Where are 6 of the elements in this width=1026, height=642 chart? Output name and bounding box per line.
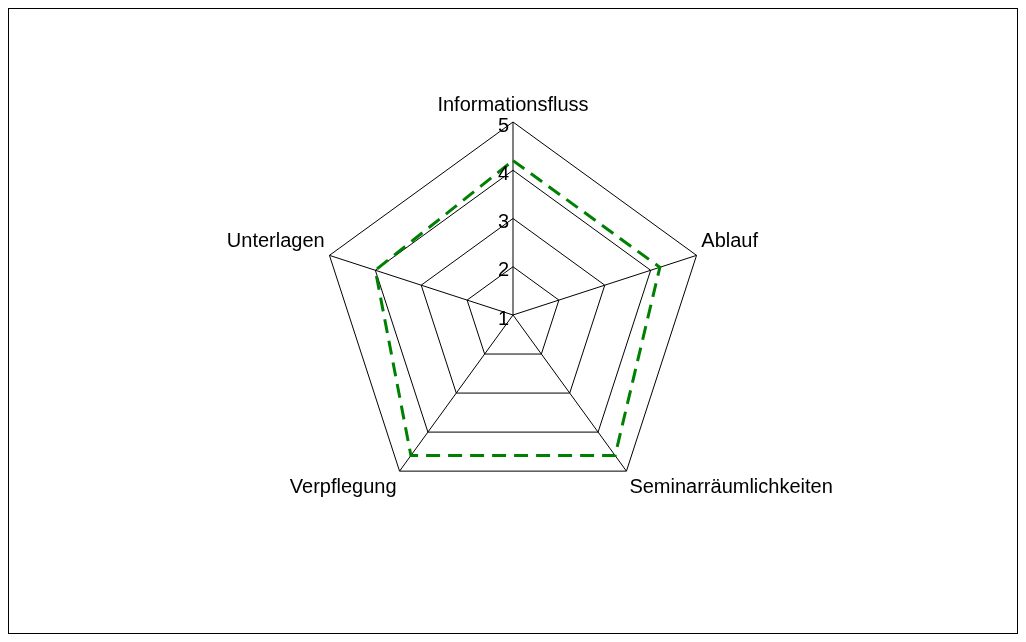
- spoke-label: Unterlagen: [226, 229, 325, 252]
- spoke-label: Ablauf: [701, 229, 759, 252]
- spoke-label: Informationsfluss: [437, 92, 589, 115]
- spoke-label: Seminarräumlichkeiten: [629, 474, 833, 497]
- y-tick-label: 1: [497, 306, 509, 329]
- spoke-label: Verpflegung: [289, 474, 397, 497]
